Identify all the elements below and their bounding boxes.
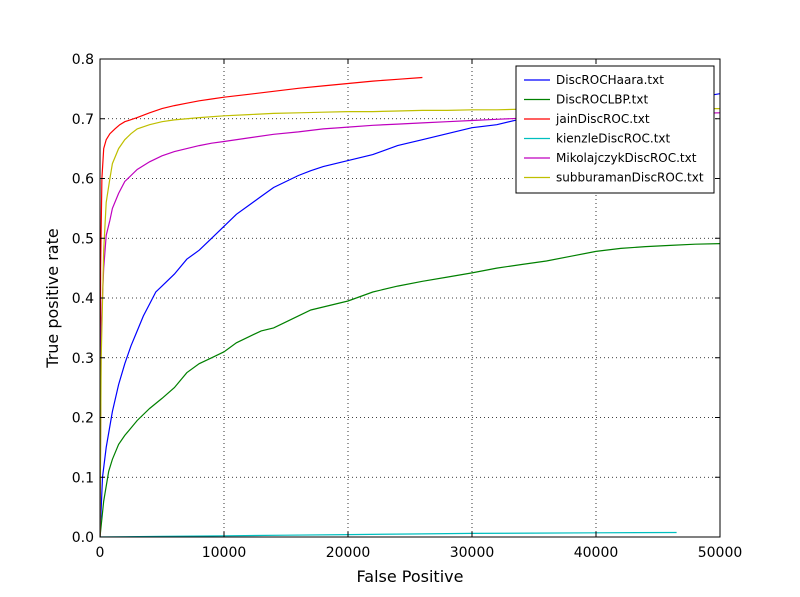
series-line-3 [100,531,677,537]
x-axis-label: False Positive [357,567,464,586]
y-axis-label: True positive rate [43,228,62,368]
y-tick-label: 0.3 [72,351,94,367]
y-tick-label: 0.2 [72,411,94,427]
x-tick-label: 30000 [450,545,495,561]
y-tick-label: 0.8 [72,52,94,68]
legend-label: kienzleDiscROC.txt [556,132,670,146]
y-tick-label: 0.1 [72,470,94,486]
series-line-2 [100,76,423,537]
legend: DiscROCHaara.txt DiscROCLBP.txt jainDiscRO… [515,65,715,194]
x-tick-label: 10000 [202,545,247,561]
legend-label: subburamanDiscROC.txt [556,171,704,185]
y-tick-label: 0.4 [72,291,94,307]
y-tick-label: 0.7 [72,112,94,128]
series-line-1 [100,243,720,537]
ticks: 0 10000 20000 30000 40000 50000 0.0 0.1 0.2 0.3 0.… [72,52,743,561]
x-tick-label: 50000 [698,545,743,561]
x-tick-label: 40000 [574,545,619,561]
legend-label: jainDiscROC.txt [555,112,650,126]
y-tick-label: 0.5 [72,231,94,247]
legend-label: MikolajczykDiscROC.txt [556,151,697,165]
x-tick-label: 0 [96,545,105,561]
legend-label: DiscROCLBP.txt [556,93,648,107]
y-tick-label: 0.0 [72,530,94,546]
legend-label: DiscROCHaara.txt [556,73,664,87]
legend-box [515,65,715,194]
y-tick-label: 0.6 [72,172,94,188]
x-tick-label: 20000 [326,545,371,561]
